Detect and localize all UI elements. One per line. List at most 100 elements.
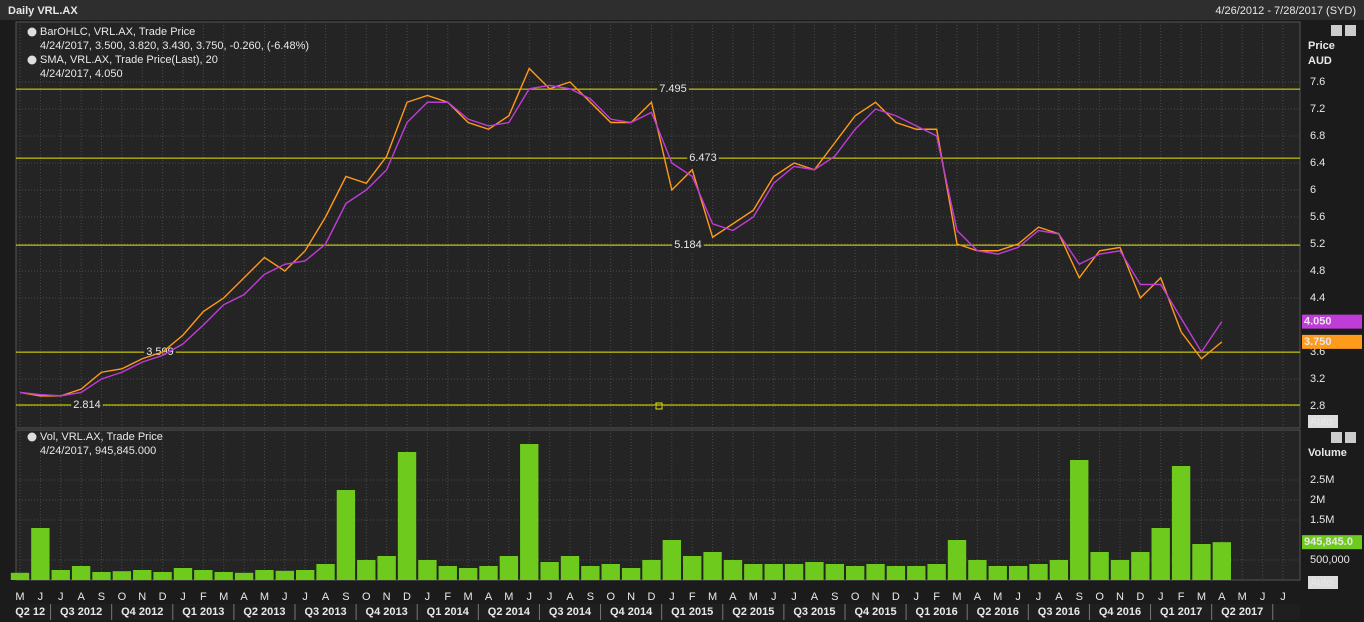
header-bar (0, 0, 1364, 20)
x-tick-label: J (914, 591, 920, 603)
legend-name: Vol, VRL.AX, Trade Price (40, 431, 163, 443)
price-line (19, 67, 1223, 397)
panel-buttons[interactable] (1308, 25, 1356, 589)
auto-label: Auto (1310, 577, 1333, 589)
volume-bar (316, 564, 335, 580)
quarter-label: Q4 2015 (854, 606, 896, 618)
quarter-label: Q2 2017 (1221, 606, 1263, 618)
x-tick-label: J (180, 591, 186, 603)
volume-bar (947, 540, 967, 580)
y-tick-label: 2.5M (1310, 474, 1334, 486)
level-label-bg (687, 151, 719, 164)
legend-name: BarOHLC, VRL.AX, Trade Price (40, 26, 195, 38)
x-tick-label: M (749, 591, 758, 603)
volume-bar (723, 560, 743, 580)
volume-bar (499, 556, 519, 580)
y-tick-label: 6.8 (1310, 130, 1325, 142)
x-tick-label: N (138, 591, 146, 603)
y-tick-label: 4.8 (1310, 265, 1325, 277)
volume-bar (1192, 544, 1211, 580)
x-tick-label: A (1218, 591, 1226, 603)
volume-bar (173, 568, 193, 580)
volume-bar (336, 490, 356, 580)
last-value-label: 4.050 (1304, 316, 1332, 328)
y-tick-label: 2M (1310, 494, 1325, 506)
x-tick-label: N (1116, 591, 1124, 603)
volume-bar (764, 564, 783, 580)
x-tick-label: J (1280, 591, 1286, 603)
quarter-label: Q2 12 (15, 606, 45, 618)
volume-bar (968, 560, 987, 580)
legend-icon (27, 55, 37, 65)
button[interactable] (1331, 432, 1342, 443)
button[interactable] (1345, 432, 1356, 443)
volume-bar (357, 560, 376, 580)
volume-bar (1110, 560, 1130, 580)
header-title: Daily VRL.AX (8, 5, 78, 17)
legend-change: -0.260, (-6.48%) (230, 40, 309, 52)
x-tick-label: J (38, 591, 44, 603)
x-tick-label: N (872, 591, 880, 603)
volume-bar (133, 570, 152, 580)
quarter-label: Q4 2012 (121, 606, 163, 618)
auto-button[interactable] (1308, 576, 1338, 589)
volume-bar (194, 570, 213, 580)
level-label: 2.814 (73, 399, 101, 411)
volume-bar (1049, 560, 1069, 580)
volume-bar (703, 552, 722, 580)
x-tick-label: J (1260, 591, 1266, 603)
legend-detail: 4/24/2017, 945,845.000 (40, 445, 156, 457)
volume-bar (520, 444, 539, 580)
x-tick-label: J (58, 591, 64, 603)
volume-bar (1090, 552, 1109, 580)
x-tick-label: M (952, 591, 961, 603)
x-tick-label: J (302, 591, 308, 603)
x-tick-label: J (547, 591, 553, 603)
quarter-label: Q2 2014 (488, 606, 531, 618)
volume-bar (886, 566, 906, 580)
button[interactable] (1331, 25, 1342, 36)
button[interactable] (1345, 25, 1356, 36)
x-tick-label: S (342, 591, 349, 603)
y-axis-title: Volume (1308, 447, 1347, 459)
volume-bar (845, 566, 865, 580)
x-tick-label: O (118, 591, 127, 603)
legend-detail: 4/24/2017, 4.050 (40, 68, 123, 80)
volume-bar (744, 564, 763, 580)
y-tick-label: 3.2 (1310, 373, 1325, 385)
volume-bar (295, 570, 315, 580)
y-tick-label: 6 (1310, 184, 1316, 196)
level-label-bg (71, 398, 103, 411)
y-tick-label: 5.6 (1310, 211, 1325, 223)
x-tick-label: M (993, 591, 1002, 603)
x-tick-label: O (362, 591, 371, 603)
last-value-tag (1302, 535, 1362, 550)
volume-bar (112, 571, 132, 580)
quarter-label: Q3 2015 (793, 606, 835, 618)
x-tick-label: A (322, 591, 330, 603)
x-tick-label: O (606, 591, 615, 603)
auto-button[interactable] (1308, 415, 1338, 428)
x-tick-label: S (831, 591, 838, 603)
x-tick-label: A (1055, 591, 1063, 603)
x-tick-label: J (669, 591, 675, 603)
last-value-label: 945,845.0 (1304, 536, 1353, 548)
x-tick-label: J (1036, 591, 1042, 603)
x-tick-label: O (851, 591, 860, 603)
quarter-label: Q2 2013 (243, 606, 285, 618)
volume-bar (275, 570, 294, 580)
x-tick-label: A (566, 591, 574, 603)
x-tick-label: S (1076, 591, 1083, 603)
legend-icon (27, 27, 37, 37)
quarter-label: Q1 2015 (671, 606, 713, 618)
x-tick-label: J (282, 591, 288, 603)
quarter-label: Q1 2017 (1160, 606, 1202, 618)
x-tick-label: M (15, 591, 24, 603)
y-tick-label: 4.4 (1310, 292, 1325, 304)
volume-bar (621, 568, 641, 580)
volume-bar (907, 566, 926, 580)
x-tick-label: J (1158, 591, 1164, 603)
quarter-label: Q1 2014 (427, 606, 470, 618)
volume-bar (92, 572, 111, 580)
legend-icon (27, 432, 37, 442)
